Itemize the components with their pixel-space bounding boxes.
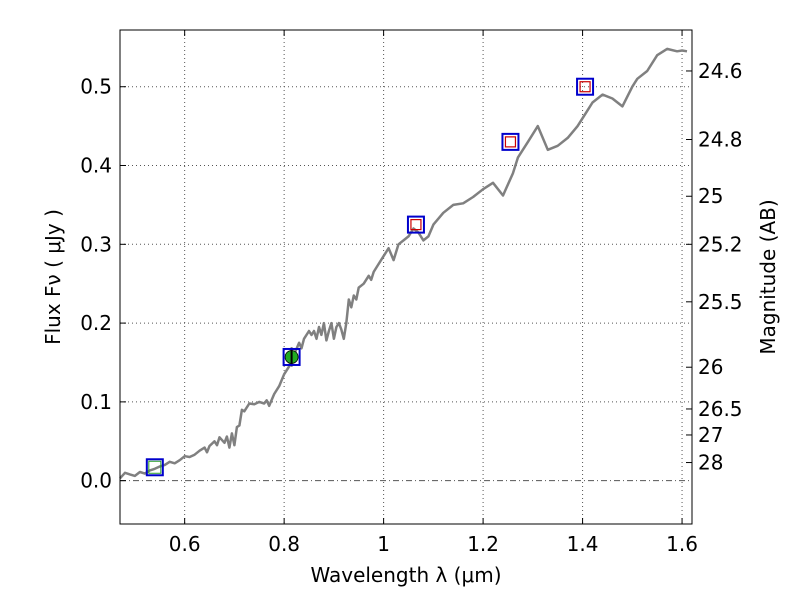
model-photometry-square: [579, 81, 591, 93]
x-tick-label: 1.2: [467, 532, 499, 556]
y2-tick-label: 25: [698, 184, 723, 208]
y2-tick-label: 25.2: [698, 232, 743, 256]
y2-tick-label: 28: [698, 451, 723, 475]
x-tick-label: 1.4: [567, 532, 599, 556]
y2-tick-label: 26.5: [698, 397, 743, 421]
photometry-square: [406, 215, 425, 234]
grid: [120, 30, 692, 524]
x-tick-label: 1.6: [666, 532, 698, 556]
x-tick-label: 0.8: [268, 532, 300, 556]
y2-tick-label: 27: [698, 423, 723, 447]
y-tick-label: 0.5: [80, 75, 112, 99]
labels-layer: 0.6 0.8 1 1.2 1.4 1.6 0.0 0.1 0.2 0.3 0.4 0.5 24.6 24…: [80, 59, 742, 556]
y-tick-label: 0.3: [80, 232, 112, 256]
x-tick-label: 0.6: [169, 532, 201, 556]
y2-tick-label: 24.8: [698, 128, 743, 152]
spectrum-line: [119, 47, 688, 480]
y-axis-label: Flux Fν ( μJy ): [41, 209, 65, 345]
photometry-square: [501, 132, 520, 151]
model-photometry-square: [504, 136, 517, 148]
x-axis-label: Wavelength λ (μm): [310, 563, 501, 587]
x-tick-label: 1: [377, 532, 390, 556]
y-tick-label: 0.0: [80, 469, 112, 493]
ticks-layer: [120, 30, 692, 524]
y2-tick-label: 26: [698, 355, 723, 379]
y-tick-label: 0.4: [80, 154, 112, 178]
plot-frame: [119, 29, 693, 525]
photometry-square: [145, 458, 164, 477]
y2-axis-label: Magnitude (AB): [756, 199, 780, 354]
photometry-square: [576, 77, 595, 96]
model-photometry-square: [410, 219, 422, 231]
spectrum-layer: [119, 47, 688, 480]
photometry-square: [282, 347, 301, 366]
y-tick-label: 0.2: [80, 311, 112, 335]
y-tick-label: 0.1: [80, 390, 112, 414]
y2-tick-label: 24.6: [698, 59, 743, 83]
model-photometry-square-green: [148, 460, 162, 474]
y2-tick-label: 25.5: [698, 290, 743, 314]
markers-layer: [145, 77, 595, 477]
